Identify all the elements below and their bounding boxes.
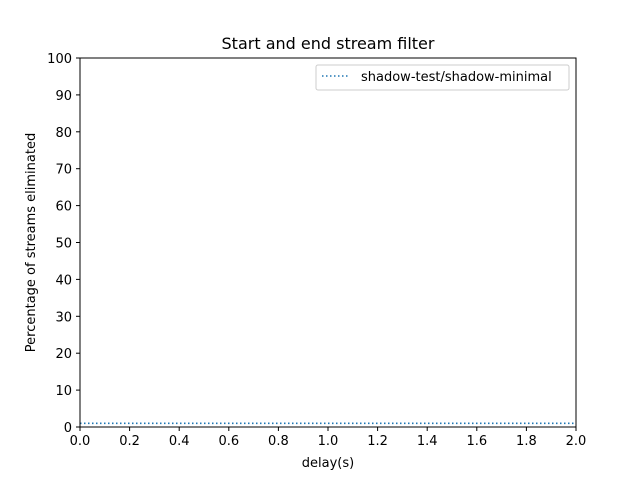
x-tick-label: 0.0 <box>70 434 91 449</box>
y-axis-label: Percentage of streams eliminated <box>24 133 39 352</box>
x-tick-label: 1.2 <box>367 434 388 449</box>
x-tick-label: 2.0 <box>566 434 587 449</box>
legend: shadow-test/shadow-minimal <box>315 64 570 91</box>
x-tick-label: 0.4 <box>169 434 190 449</box>
x-tick-label: 1.8 <box>516 434 537 449</box>
y-tick-label: 90 <box>55 89 72 104</box>
y-tick-label: 0 <box>64 421 72 436</box>
legend-box <box>315 64 570 91</box>
y-tick-label: 10 <box>55 384 72 399</box>
y-tick-label: 50 <box>55 237 72 252</box>
y-tick-label: 60 <box>55 200 72 215</box>
x-tick-label: 1.0 <box>318 434 339 449</box>
y-tick-label: 80 <box>55 126 72 141</box>
x-tick-label: 1.4 <box>417 434 438 449</box>
x-tick-label: 0.6 <box>218 434 239 449</box>
x-axis-label: delay(s) <box>302 456 354 471</box>
y-tick-label: 30 <box>55 310 72 325</box>
chart-title: Start and end stream filter <box>222 34 435 53</box>
x-axis: 0.0 0.2 0.4 0.6 0.8 1.0 1.2 1.4 1.6 1.8 2.0 <box>70 427 587 449</box>
y-axis: 0 10 20 30 40 50 60 70 80 90 100 <box>47 52 80 436</box>
y-tick-label: 40 <box>55 273 72 288</box>
legend-label: shadow-test/shadow-minimal <box>361 70 552 85</box>
y-tick-label: 100 <box>47 52 72 67</box>
y-tick-label: 20 <box>55 347 72 362</box>
x-tick-label: 1.6 <box>466 434 487 449</box>
y-tick-label: 70 <box>55 163 72 178</box>
x-tick-label: 0.2 <box>119 434 140 449</box>
x-tick-label: 0.8 <box>268 434 289 449</box>
